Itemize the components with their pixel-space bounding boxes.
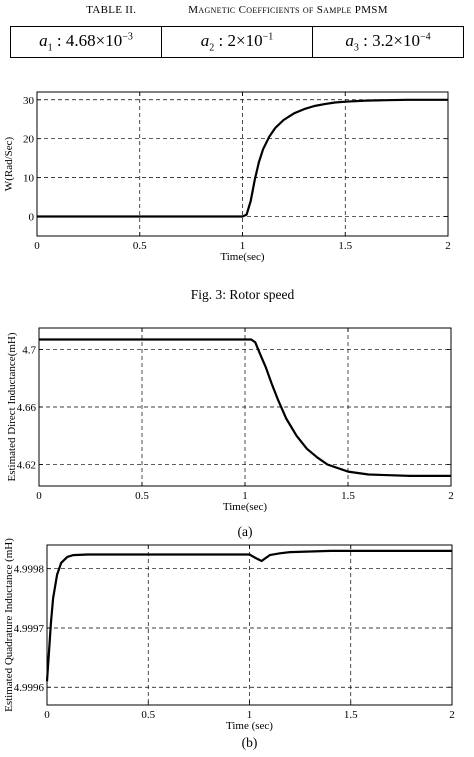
x-tick-label: 0.5 [135,490,149,502]
plot-frame [46,544,453,706]
series-line [39,338,451,477]
series-line [45,549,452,682]
figure-caption: (b) [242,735,258,750]
y-axis-label: Estimated Quadrature Inductance (mH) [3,538,15,712]
y-tick-label: 4.9998 [14,564,45,576]
y-tick-label: 4.66 [17,402,37,414]
coefficients-table: a1 : 4.68×10−3 a2 : 2×10−1 a3 : 3.2×10−4 [10,26,464,58]
y-tick-label: 30 [23,95,35,107]
table-title: TABLE II. Magnetic Coefficients of Sample… [0,4,474,16]
x-tick-label: 2 [448,490,454,502]
y-tick-label: 10 [23,173,35,185]
x-tick-label: 1 [242,490,248,502]
x-tick-label: 0 [44,709,50,721]
x-tick-label: 1.5 [344,709,358,721]
x-tick-label: 0.5 [141,709,155,721]
y-axis-label: W(Rad/Sec) [3,136,15,191]
plot-frame [36,91,449,237]
table-cell-a2: a2 : 2×10−1 [161,26,313,58]
x-tick-label: 1 [240,240,246,252]
x-tick-label: 1.5 [341,490,355,502]
direct-inductance-chart: 0 0.5 1 1.5 2 4.62 4.66 4.7 Time(sec) Estimated D… [6,327,454,539]
series-line [37,98,448,218]
y-tick-label: 4.62 [17,459,36,471]
table-label: TABLE II. [86,4,137,16]
x-tick-label: 0 [36,490,42,502]
x-tick-label: 1 [247,709,253,721]
y-tick-label: 4.9997 [14,623,45,635]
table-caption: Magnetic Coefficients of Sample PMSM [188,4,388,16]
rotor-speed-chart: 0 0.5 1 1.5 20102030Time(sec)W(Rad/Sec)Fig. … [3,91,451,302]
x-axis-label: Time (sec) [226,720,273,732]
y-tick-label: 4.7 [22,345,36,357]
figure-caption: Fig. 3: Rotor speed [191,287,295,302]
y-tick-label: 4.9996 [14,682,45,694]
table-cell-a3: a3 : 3.2×10−4 [312,26,464,58]
x-tick-label: 1.5 [338,240,352,252]
x-tick-label: 0.5 [133,240,147,252]
x-tick-label: 2 [445,240,451,252]
plot-frame [38,327,452,487]
table-cell-a1: a1 : 4.68×10−3 [10,26,162,58]
y-axis-label: Estimated Direct Inductance(mH) [6,332,18,481]
table-row: a1 : 4.68×10−3 a2 : 2×10−1 a3 : 3.2×10−4 [10,26,464,58]
x-tick-label: 0 [34,240,40,252]
x-tick-label: 2 [449,709,455,721]
y-tick-label: 0 [29,212,35,224]
x-axis-label: Time(sec) [223,501,268,513]
x-axis-label: Time(sec) [220,251,265,263]
figure-caption: (a) [238,524,253,539]
quadrature-inductance-chart: 0 0.5 1 1.5 2 4.9996 4.9997 4.9998 Time (sec) Est… [3,538,455,750]
y-tick-label: 20 [23,134,35,146]
